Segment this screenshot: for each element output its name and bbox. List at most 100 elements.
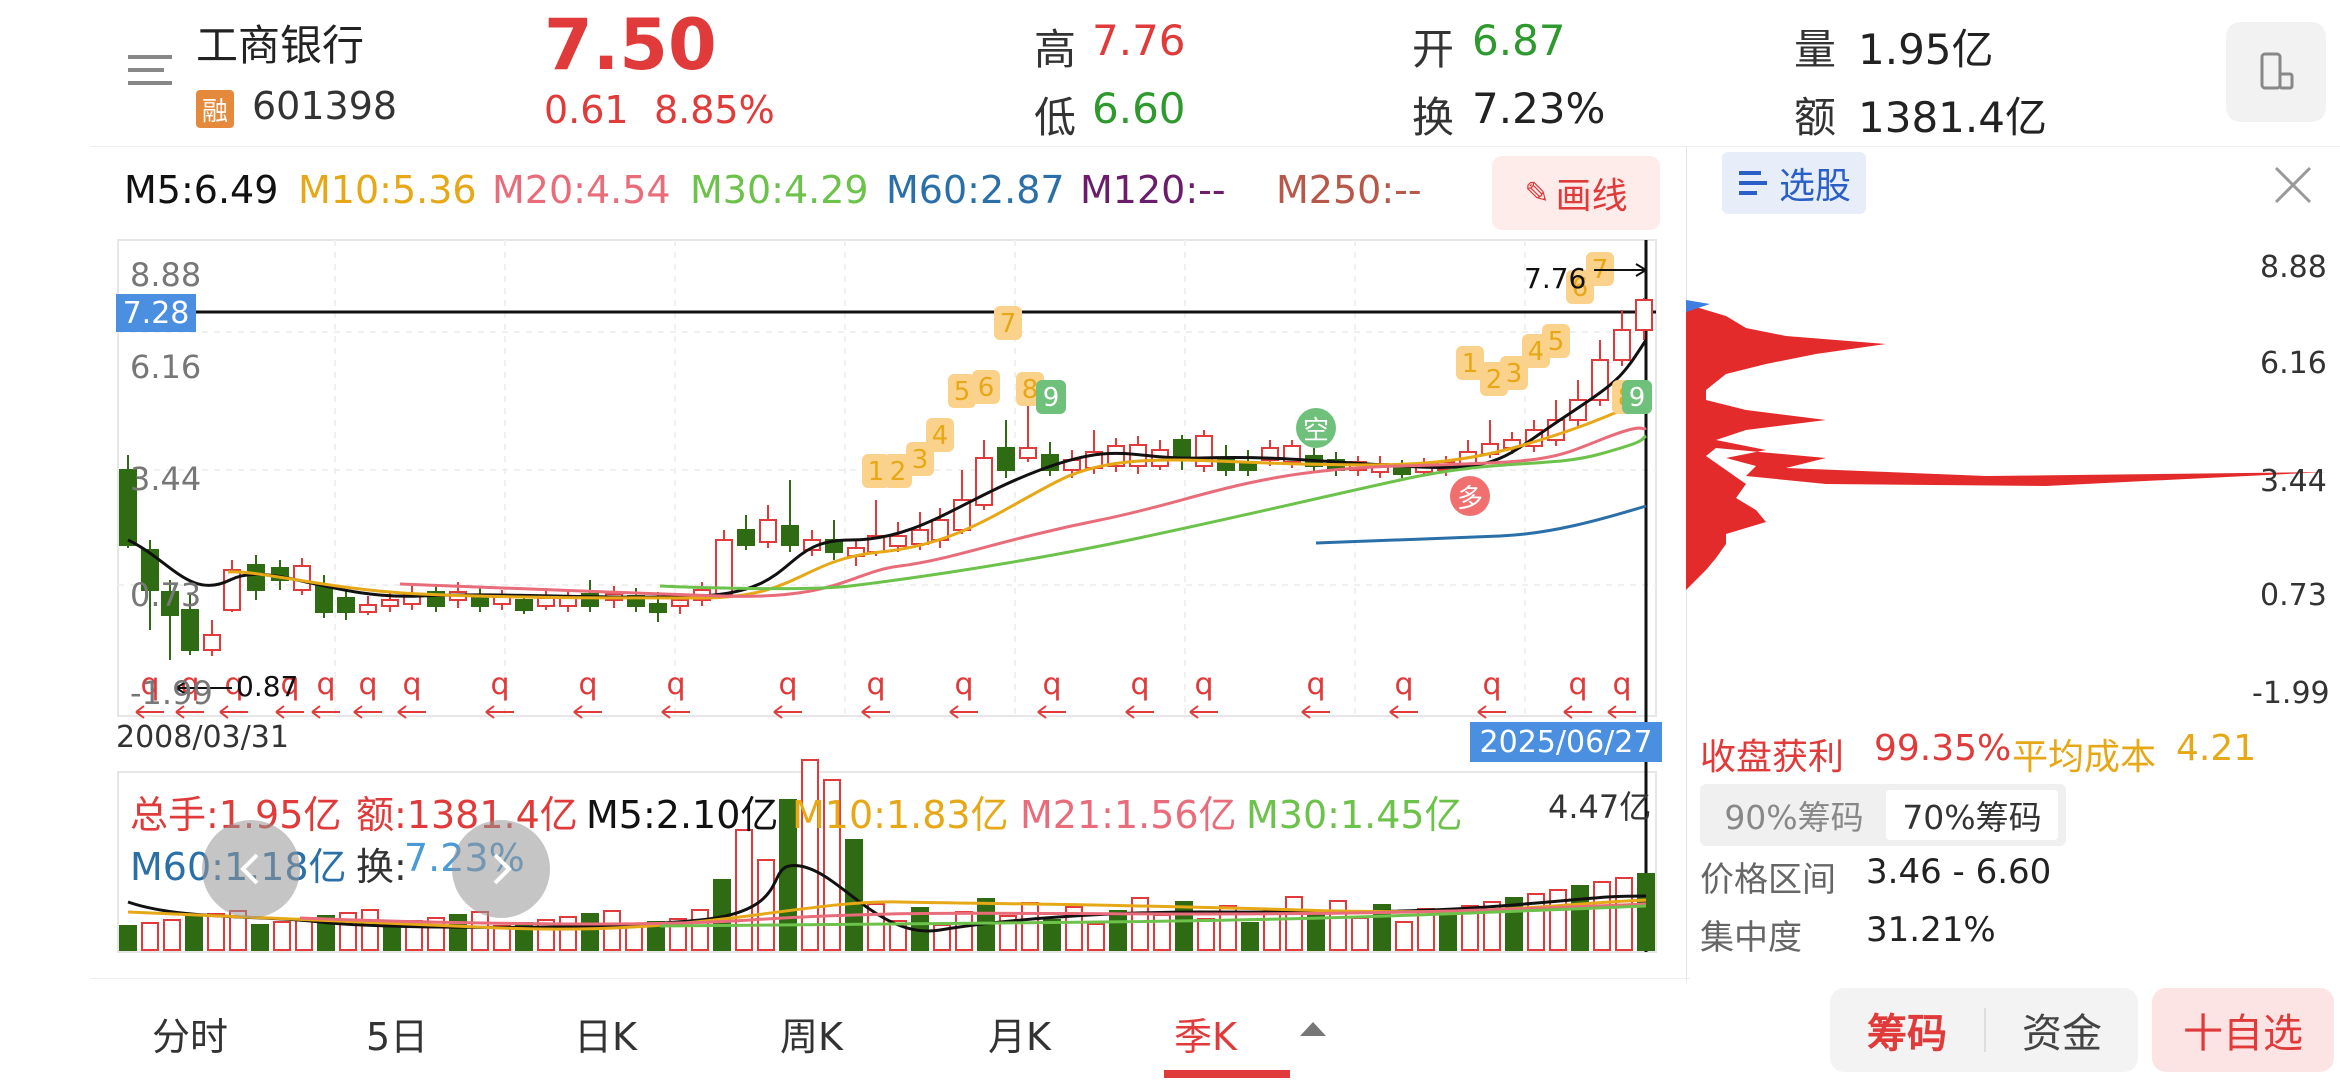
q-arrow [1037,705,1066,719]
td-badge-label: 2 [890,457,907,487]
seg-90-button[interactable]: 90%筹码 [1724,798,1864,837]
chip-y-tick-1: 8.88 [2260,250,2327,285]
volume-bar [1351,917,1369,951]
kline-ma-lines [127,339,1648,600]
turnover-label: 换 [1412,93,1455,142]
td-badge-label: 3 [1506,359,1523,389]
vol-ma21 [299,902,1647,926]
q-marker: q [316,667,335,702]
draw-line-button[interactable]: ✎ 画线 [1492,156,1660,230]
volume-bar [1461,905,1479,951]
volume-bar [845,839,863,951]
tab-quarterly[interactable]: 季K [1174,1015,1237,1059]
high-marker-label: 7.76 [1524,262,1587,295]
volume-bar [1197,918,1215,951]
td-badge [884,454,912,488]
prev-arrow-button[interactable] [202,820,300,918]
q-marker: q [1612,667,1631,702]
q-marker: q [666,667,685,702]
menu-icon[interactable] [128,46,172,94]
candle-body [671,599,689,607]
funds-button[interactable]: 资金 [2022,1011,2102,1057]
candle-body [337,597,355,613]
candle-body [315,584,333,613]
tab-5day[interactable]: 5日 [366,1015,429,1059]
stock-picker-button[interactable]: 选股 [1722,152,1866,214]
pencil-icon: ✎ [1524,175,1550,211]
volume-bar [163,919,181,951]
ma5-line [127,339,1648,599]
tab-weekly[interactable]: 周K [780,1015,843,1059]
tab-monthly[interactable]: 月K [988,1015,1051,1059]
volume-bar [185,916,203,951]
volume-label: 量 [1794,25,1837,74]
candle-body [649,603,667,613]
candle-body [737,529,755,546]
candle-body [181,609,199,651]
chip-y-tick-2: 6.16 [2260,346,2327,381]
volume-max: 4.47亿 [1548,788,1652,826]
close-icon[interactable] [2270,162,2316,208]
chips-button[interactable]: 筹码 [1867,1011,1947,1057]
q-arrow [1563,705,1592,719]
q-marker: q [224,667,243,702]
td-badge [994,306,1022,340]
ma250-label: M250:-- [1276,168,1422,212]
phone-rotate-icon [2260,52,2294,90]
candle-body [889,535,907,547]
volume-bar [889,920,907,951]
q-marker: q [140,667,159,702]
ma20-label: M20:4.54 [492,168,671,212]
long-signal-badge: 多 [1450,476,1490,516]
ma60-line [1315,504,1647,545]
volume-bar [999,915,1017,951]
volume-bar [1131,897,1149,951]
chevron-left-icon [240,853,259,885]
ma30-label: M30:4.29 [690,168,869,212]
caret-up-icon[interactable] [1300,1022,1326,1036]
next-arrow-button[interactable] [452,820,550,918]
vol-ma30 [659,904,1647,928]
landscape-toggle-button[interactable] [2226,22,2326,122]
td-badge-label: 5 [954,377,971,407]
volume-ma-lines [127,864,1647,933]
ma120-label: M120:-- [1080,168,1226,212]
volume-bar [603,910,621,951]
td-badge-label: 1 [868,457,885,487]
td-badge-label: 5 [1548,327,1565,357]
q-marker: q [358,667,377,702]
td-badge-label: 6 [978,373,995,403]
kline-chart[interactable]: 123456789123456789qqqqqqqqqqqqqqqqqqqqq [0,0,1690,1000]
toggle-separator [1984,1008,1986,1052]
y-tick-4: 0.73 [130,576,202,614]
td-badge [1542,324,1570,358]
tab-intraday[interactable]: 分时 [152,1015,229,1059]
candle-body [1107,445,1125,467]
q-arrow [353,705,382,719]
td-badge-label: 3 [912,445,929,475]
td-badge [926,418,954,452]
candle-body [1635,299,1653,331]
stock-code: 601398 [252,84,398,128]
volume-bar [295,918,313,951]
short-signal-badge: 空 [1296,408,1336,448]
volume-bar [1021,902,1039,951]
seg-70-button[interactable]: 70%筹码 [1886,790,2058,840]
add-watchlist-button[interactable]: 十自选 [2152,988,2334,1072]
q-marker: q [1306,667,1325,702]
y-tick-1: 8.88 [130,256,202,294]
volume-turnover-label: 换: [356,845,407,889]
kline-candles [119,298,1653,660]
chip-distribution-chart [1686,300,2326,590]
q-marker: q [280,667,299,702]
x-end-date: 2025/06/27 [1470,722,1662,762]
volume-bar [1241,922,1259,951]
crosshair-price-tag: 7.28 [116,294,196,332]
volume-bar [1263,909,1281,951]
volume-bar [449,914,467,951]
q-arrow [485,705,514,719]
volume-bar [1549,889,1567,951]
tab-daily[interactable]: 日K [574,1015,637,1059]
q-arrow [1301,705,1330,719]
volume-bar [581,913,599,951]
